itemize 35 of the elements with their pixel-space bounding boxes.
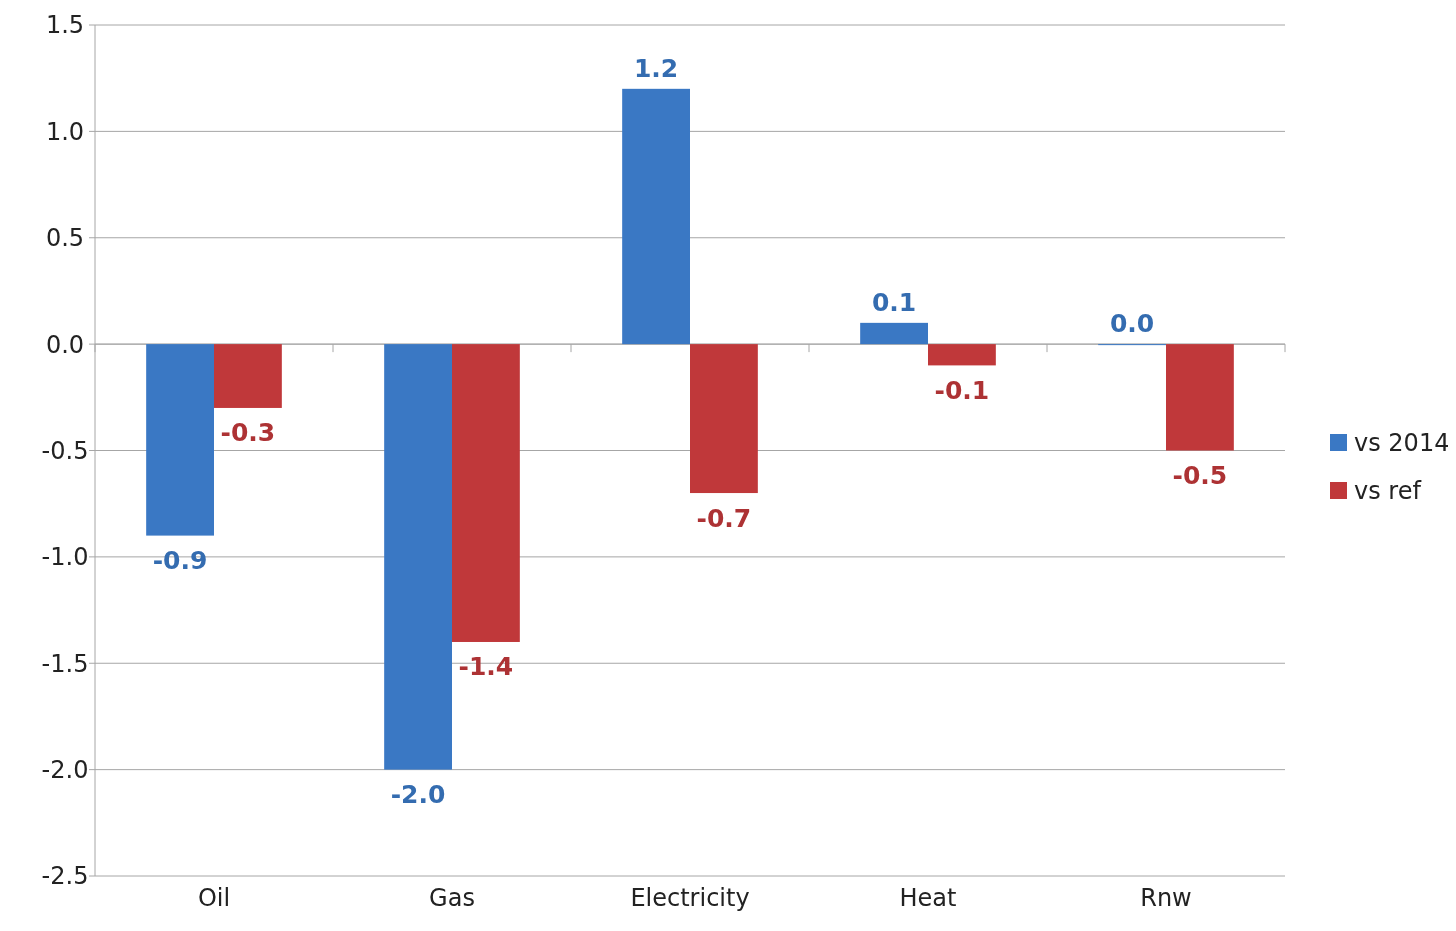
data-label: 0.1: [871, 287, 917, 317]
data-label: -0.7: [696, 503, 752, 533]
x-tick-label: Electricity: [630, 884, 750, 912]
y-tick-label: 1.0: [45, 117, 85, 146]
x-tick-label: Rnw: [1140, 884, 1192, 912]
y-tick-label: -1.0: [41, 543, 89, 572]
legend-label: vs 2014: [1354, 429, 1450, 458]
bar: [452, 344, 520, 642]
x-tick-label: Oil: [197, 884, 231, 912]
data-label: -1.4: [458, 652, 514, 682]
data-label: -0.3: [220, 418, 276, 448]
data-label: -2.0: [390, 780, 446, 810]
bar: [928, 344, 996, 366]
y-tick-label: -2.5: [41, 862, 89, 891]
data-label: -0.9: [152, 546, 208, 576]
bar: [146, 344, 214, 536]
bar: [1166, 344, 1234, 451]
x-tick-label: Heat: [899, 884, 957, 912]
data-label: -0.1: [934, 375, 990, 405]
bar: [214, 344, 282, 408]
y-tick-label: 0.0: [45, 330, 85, 359]
data-label: 0.0: [1109, 309, 1155, 339]
bar: [690, 344, 758, 494]
data-label: -0.5: [1172, 461, 1228, 490]
bar: [860, 322, 928, 345]
legend-label: vs ref: [1354, 477, 1422, 506]
data-label: 1.2: [633, 53, 679, 83]
bar: [622, 88, 690, 345]
y-tick-label: -2.0: [41, 756, 89, 785]
y-tick-label: 0.5: [45, 224, 85, 253]
x-tick-label: Gas: [429, 884, 475, 912]
y-tick-label: -1.5: [41, 649, 89, 678]
y-tick-label: 1.5: [45, 11, 85, 40]
y-tick-label: -0.5: [41, 436, 89, 465]
bar: [384, 344, 452, 770]
